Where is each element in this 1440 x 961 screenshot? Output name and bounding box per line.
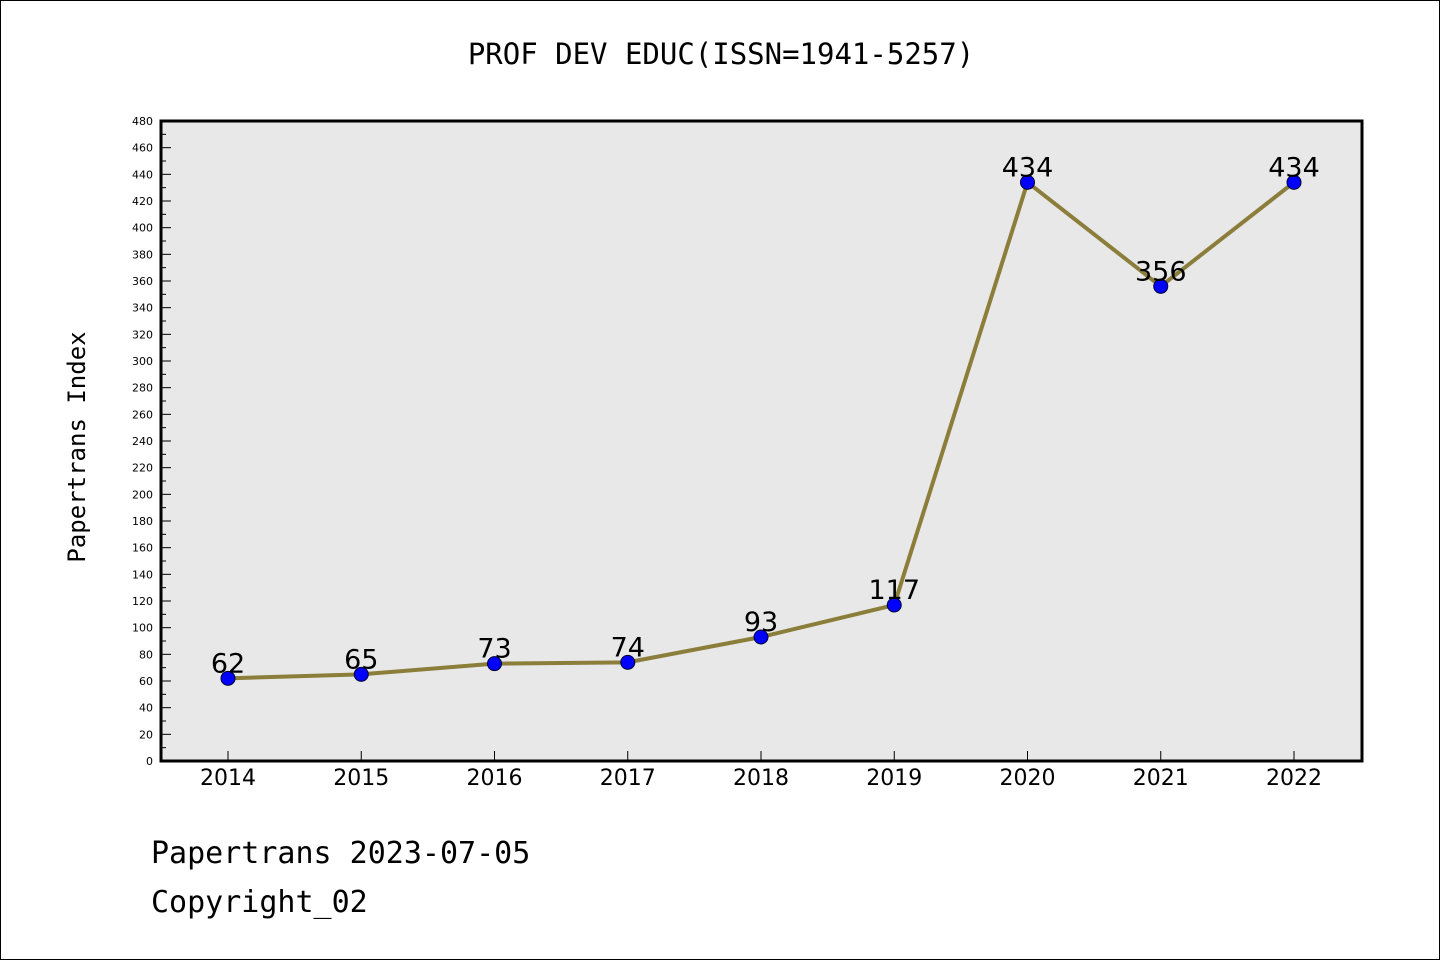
x-tick-label: 2017 bbox=[600, 766, 656, 791]
y-tick-label: 400 bbox=[132, 222, 153, 235]
y-tick-label: 100 bbox=[132, 622, 153, 635]
series-markers bbox=[220, 174, 1302, 686]
chart-title: PROF DEV EDUC(ISSN=1941-5257) bbox=[467, 37, 975, 71]
x-tick-label: 2020 bbox=[1000, 766, 1056, 791]
y-tick-label: 60 bbox=[139, 675, 153, 688]
x-tick-label: 2022 bbox=[1266, 766, 1322, 791]
x-tick-label: 2018 bbox=[733, 766, 789, 791]
y-tick-label: 340 bbox=[132, 302, 153, 315]
x-tick-label: 2015 bbox=[333, 766, 389, 791]
y-tick-label: 0 bbox=[146, 755, 153, 768]
plot-border bbox=[159, 119, 1364, 763]
y-tick-label: 440 bbox=[132, 168, 153, 181]
x-tick-label: 2019 bbox=[866, 766, 922, 791]
data-point-marker bbox=[1286, 174, 1302, 190]
data-point-marker bbox=[620, 654, 636, 670]
x-tick-label: 2021 bbox=[1133, 766, 1189, 791]
y-tick-label: 260 bbox=[132, 408, 153, 421]
footer-copyright: Copyright_02 bbox=[151, 885, 368, 920]
y-tick-label: 40 bbox=[139, 702, 153, 715]
data-value-label: 434 bbox=[1268, 152, 1320, 183]
data-value-label: 73 bbox=[477, 634, 511, 665]
y-tick-label: 300 bbox=[132, 355, 153, 368]
data-value-label: 74 bbox=[611, 632, 645, 663]
y-tick-label: 280 bbox=[132, 382, 153, 395]
y-tick-label: 480 bbox=[132, 115, 153, 128]
y-tick-label: 20 bbox=[139, 728, 153, 741]
data-point-marker bbox=[886, 597, 902, 613]
y-tick-label: 420 bbox=[132, 195, 153, 208]
data-value-label: 356 bbox=[1135, 256, 1187, 287]
y-tick-label: 460 bbox=[132, 142, 153, 155]
data-value-label: 93 bbox=[744, 607, 778, 638]
y-tick-label: 180 bbox=[132, 515, 153, 528]
data-point-marker bbox=[1153, 278, 1169, 294]
y-tick-label: 220 bbox=[132, 462, 153, 475]
data-point-marker bbox=[353, 666, 369, 682]
y-tick-label: 320 bbox=[132, 328, 153, 341]
y-tick-label: 200 bbox=[132, 488, 153, 501]
data-labels: 62 65 73 74 93 117 434 356 434 bbox=[211, 152, 1320, 679]
y-tick-label: 80 bbox=[139, 648, 153, 661]
footer-date: Papertrans 2023-07-05 bbox=[151, 836, 531, 871]
y-tick-label: 140 bbox=[132, 568, 153, 581]
data-value-label: 117 bbox=[868, 575, 920, 606]
x-tick-label: 2014 bbox=[200, 766, 256, 791]
data-point-marker bbox=[487, 656, 502, 672]
x-axis-ticks: 2014 2015 2016 2017 2018 2019 2020 2021 2022 bbox=[200, 751, 1322, 791]
y-tick-label: 380 bbox=[132, 248, 153, 261]
y-tick-label: 120 bbox=[132, 595, 153, 608]
y-tick-label: 240 bbox=[132, 435, 153, 448]
data-value-label: 62 bbox=[211, 648, 245, 679]
data-value-label: 434 bbox=[1002, 152, 1054, 183]
y-tick-label: 160 bbox=[132, 542, 153, 555]
data-value-label: 65 bbox=[344, 644, 378, 675]
data-point-marker bbox=[220, 670, 236, 686]
x-tick-label: 2016 bbox=[467, 766, 523, 791]
y-tick-label: 360 bbox=[132, 275, 153, 288]
data-point-marker bbox=[753, 629, 769, 645]
y-axis-ticks: 0 20 40 60 80 100 120 140 160 180 200 220 240 260 280 3… bbox=[132, 115, 171, 768]
data-point-marker bbox=[1020, 174, 1035, 190]
plot-area bbox=[161, 121, 1362, 761]
